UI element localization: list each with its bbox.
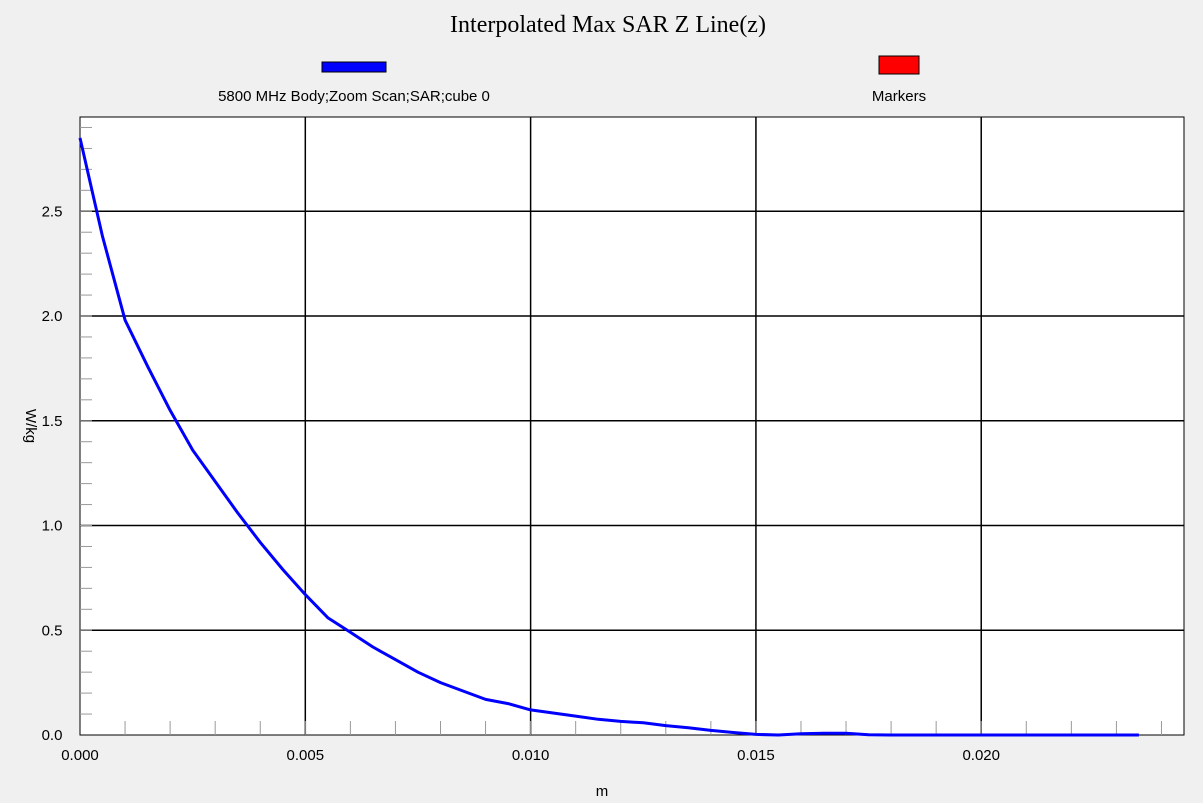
legend-label-markers: Markers <box>872 88 926 105</box>
x-tick-label: 0.010 <box>512 747 550 764</box>
y-axis-label: W/kg <box>22 409 39 443</box>
y-tick-label: 2.0 <box>42 308 63 325</box>
x-tick-labels: 0.000 0.005 0.010 0.015 0.020 <box>61 747 1000 764</box>
legend-label-series: 5800 MHz Body;Zoom Scan;SAR;cube 0 <box>218 88 490 105</box>
x-tick-label: 0.005 <box>287 747 325 764</box>
y-tick-labels: 0.0 0.5 1.0 1.5 2.0 2.5 <box>42 203 63 744</box>
legend-swatch-series <box>322 62 386 72</box>
plot-area <box>80 117 1184 735</box>
y-tick-label: 0.5 <box>42 622 63 639</box>
y-tick-label: 1.5 <box>42 413 63 430</box>
x-tick-label: 0.020 <box>962 747 1000 764</box>
y-tick-label: 2.5 <box>42 203 63 220</box>
x-tick-label: 0.000 <box>61 747 99 764</box>
x-axis-label: m <box>596 783 609 800</box>
legend-swatch-markers <box>879 56 919 74</box>
chart-title: Interpolated Max SAR Z Line(z) <box>450 12 766 38</box>
x-tick-label: 0.015 <box>737 747 775 764</box>
y-tick-label: 1.0 <box>42 518 63 535</box>
y-tick-label: 0.0 <box>42 727 63 744</box>
